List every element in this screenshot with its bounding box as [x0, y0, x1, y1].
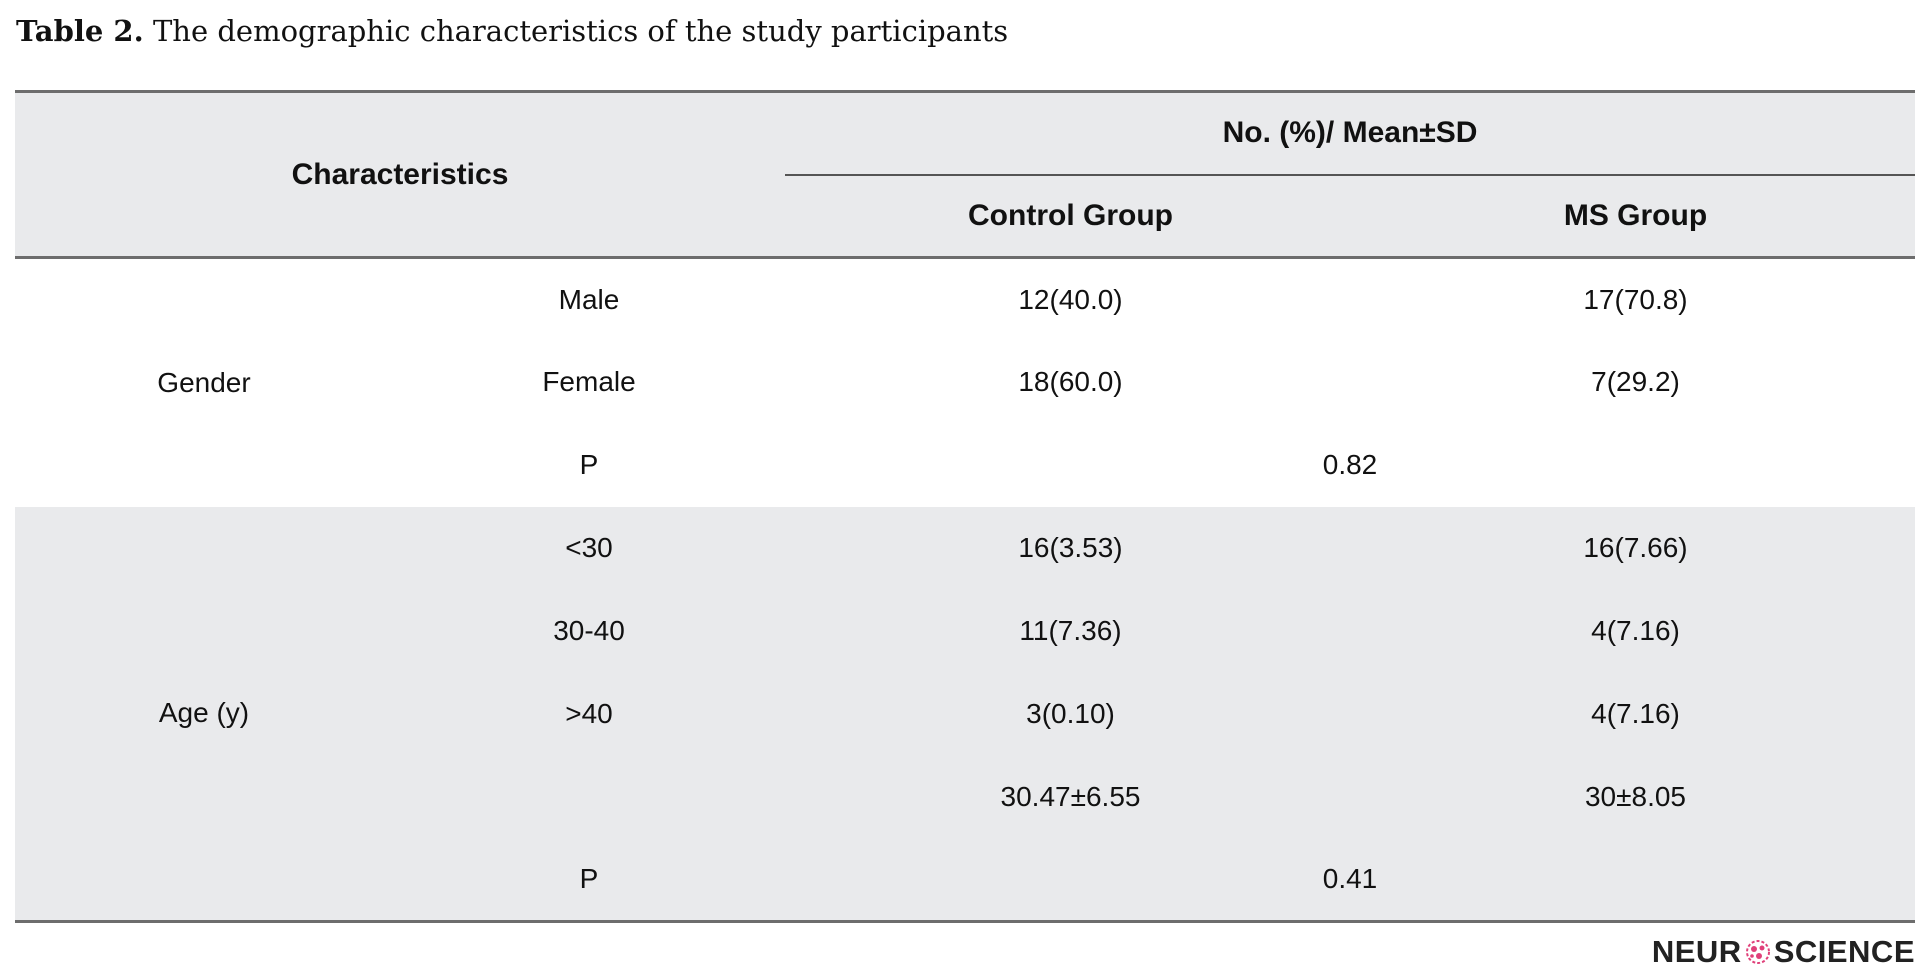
- cell-p-value: 0.82: [1322, 449, 1378, 480]
- row-sublabel: <30: [565, 532, 613, 563]
- cell-ms: 17(70.8): [1583, 283, 1688, 315]
- cell-control: 30.47±6.55: [1000, 781, 1141, 812]
- table-row: Gender Male 12(40.0) 17(70.8): [15, 258, 1915, 398]
- table-row: 30-40 11(7.36) 4(7.16): [15, 590, 1915, 673]
- row-sublabel: [393, 756, 785, 839]
- neuroscience-logo: NEUR SCIENCE: [1652, 934, 1915, 970]
- table-row: Age (y) <30 16(3.53) 16(7.66): [15, 507, 1915, 728]
- logo-text-right: SCIENCE: [1773, 934, 1915, 969]
- logo-text-left: NEUR: [1651, 934, 1742, 969]
- table-row-p: P 0.41: [15, 839, 1915, 922]
- cell-control: 3(0.10): [1026, 698, 1115, 729]
- table-header: Characteristics No. (%)/ Mean±SD Control…: [15, 91, 1915, 258]
- caption-text: The demographic characteristics of the s…: [152, 14, 1009, 48]
- header-ms-group: MS Group: [1563, 198, 1708, 232]
- row-sublabel: 30-40: [553, 615, 625, 646]
- brain-dots-icon: [1745, 940, 1770, 964]
- table-caption: Table 2. The demographic characteristics…: [16, 14, 1008, 48]
- cell-control: 12(40.0): [1018, 283, 1123, 315]
- cell-control: 18(60.0): [1018, 366, 1123, 397]
- table-row: Female 18(60.0) 7(29.2): [15, 341, 1915, 424]
- header-characteristics: Characteristics: [291, 157, 509, 191]
- row-label-age: Age (y): [158, 697, 250, 729]
- row-label-gender: Gender: [157, 366, 251, 398]
- cell-control: 16(3.53): [1018, 532, 1123, 563]
- cell-ms: 4(7.16): [1591, 698, 1680, 729]
- row-sublabel: Female: [542, 366, 636, 397]
- cell-ms: 7(29.2): [1591, 366, 1680, 397]
- demographics-table: Characteristics No. (%)/ Mean±SD Control…: [15, 90, 1915, 923]
- table-row: >40 3(0.10) 4(7.16): [15, 673, 1915, 756]
- row-sublabel-p: P: [579, 863, 599, 895]
- table-row: 30.47±6.55 30±8.05: [15, 756, 1915, 839]
- cell-ms: 30±8.05: [1584, 781, 1686, 812]
- gender-section: Gender Male 12(40.0) 17(70.8) Female 18(…: [15, 258, 1915, 507]
- header-control-group: Control Group: [968, 198, 1173, 232]
- header-group: No. (%)/ Mean±SD: [785, 91, 1915, 176]
- row-sublabel-p: P: [579, 449, 599, 480]
- cell-control: 11(7.36): [1019, 615, 1122, 646]
- table-row-p: P 0.82: [15, 424, 1915, 507]
- row-sublabel: >40: [565, 698, 613, 729]
- age-section: Age (y) <30 16(3.53) 16(7.66) 30-40 11(7…: [15, 506, 1915, 922]
- cell-p-value: 0.41: [1322, 863, 1378, 895]
- cell-ms: 16(7.66): [1583, 532, 1688, 563]
- caption-label: Table 2.: [16, 14, 144, 48]
- cell-ms: 4(7.16): [1591, 615, 1680, 646]
- row-sublabel: Male: [558, 283, 620, 315]
